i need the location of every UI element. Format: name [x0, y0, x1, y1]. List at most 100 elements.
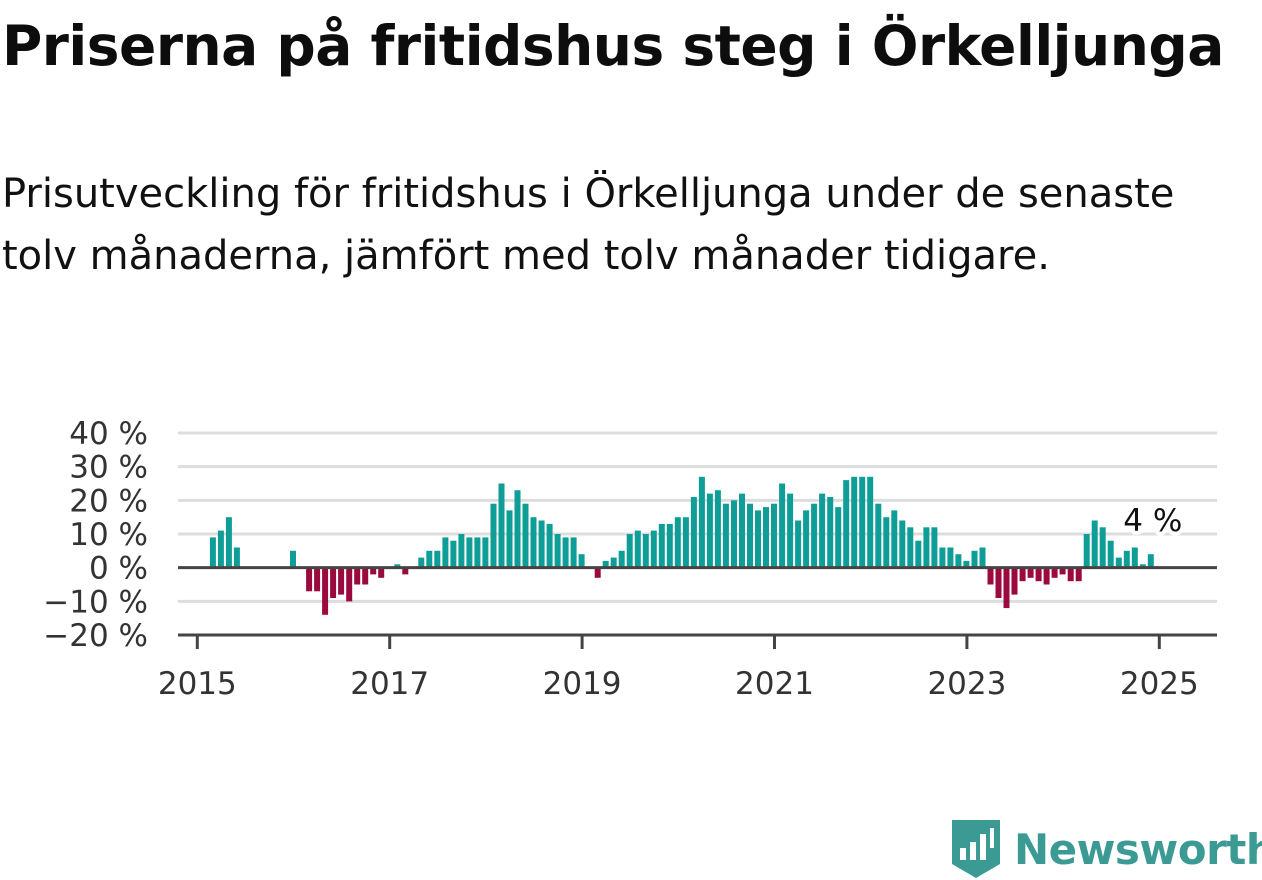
bar [682, 517, 689, 568]
bar [771, 503, 777, 568]
bar [306, 567, 313, 592]
bar [955, 554, 962, 568]
bar [225, 517, 232, 568]
bar [602, 560, 609, 568]
bar [923, 527, 930, 568]
bar [915, 540, 922, 568]
bar [1051, 567, 1058, 578]
newsworthy-logo: Newsworthy [950, 818, 1262, 880]
bar [1099, 527, 1106, 568]
chart-subtitle: Prisutveckling för fritidshus i Örkellju… [2, 171, 1175, 279]
bar [1003, 567, 1010, 609]
bar [907, 527, 914, 568]
bar [891, 510, 898, 568]
bar [362, 567, 369, 585]
bar [658, 523, 665, 568]
bar [466, 537, 473, 568]
bar [714, 490, 721, 568]
bar [963, 560, 970, 568]
bar [233, 547, 240, 568]
bar [674, 517, 681, 568]
bar [546, 523, 553, 568]
bar [458, 534, 465, 568]
bar [217, 530, 224, 568]
y-tick-label: 30 % [69, 450, 148, 486]
bar [979, 547, 986, 568]
bar [867, 476, 874, 568]
bar [690, 497, 697, 568]
bar [731, 500, 737, 568]
bar [706, 493, 713, 568]
y-tick-label: 20 % [69, 483, 148, 519]
x-tick-label: 2025 [1120, 666, 1199, 702]
bar [1139, 564, 1146, 568]
y-tick-label: 0 % [89, 551, 148, 587]
bar [1147, 554, 1154, 568]
bar [827, 497, 834, 568]
bar [530, 517, 537, 568]
y-tick-label: −20 % [43, 618, 148, 654]
bar [594, 567, 601, 578]
bar [666, 523, 673, 568]
bar [755, 510, 761, 568]
bar [354, 567, 361, 585]
bar [971, 550, 978, 568]
bar [851, 476, 858, 568]
bar [939, 547, 946, 568]
bar [1067, 567, 1074, 582]
bar [498, 483, 505, 568]
bar [482, 537, 489, 568]
bar [634, 530, 641, 568]
bar [394, 564, 401, 568]
bar [338, 567, 345, 595]
bar [490, 503, 497, 568]
bar [875, 503, 882, 568]
bar [1091, 520, 1098, 568]
bar [747, 503, 753, 568]
axes [178, 566, 1217, 649]
bar [434, 550, 441, 568]
bar [378, 567, 385, 578]
bars [209, 476, 1154, 615]
x-tick-label: 2015 [158, 666, 237, 702]
bar [931, 527, 938, 568]
bar [739, 493, 745, 568]
bar [1027, 567, 1034, 578]
bar [370, 567, 377, 575]
x-tick-label: 2021 [735, 666, 814, 702]
bar [426, 550, 433, 568]
bar [442, 537, 449, 568]
bar [763, 507, 769, 568]
chart-title: Priserna på fritidshus steg i Örkelljung… [2, 14, 1224, 78]
bar [626, 534, 633, 568]
bar [618, 550, 625, 568]
bar [522, 503, 529, 568]
bar [779, 483, 786, 568]
bar [418, 557, 425, 568]
bar [402, 567, 409, 575]
bar [883, 517, 890, 568]
bar [1115, 557, 1122, 568]
bar [1043, 567, 1050, 585]
bar [1019, 567, 1026, 582]
bar [843, 480, 850, 568]
bar [1107, 540, 1114, 568]
newsworthy-logo-icon [952, 820, 1000, 878]
bar [859, 476, 866, 568]
bar [570, 537, 577, 568]
bar [795, 520, 802, 568]
bar [610, 557, 617, 568]
bar [578, 554, 585, 568]
bar [835, 507, 842, 568]
bar [787, 493, 794, 568]
bar [562, 537, 569, 568]
bar [803, 510, 810, 568]
bar [322, 567, 329, 615]
bar [330, 567, 337, 598]
bar [1131, 547, 1138, 568]
bar [1123, 550, 1130, 568]
y-tick-label: −10 % [43, 584, 148, 620]
bar [722, 503, 729, 568]
bar [819, 493, 826, 568]
bar [1083, 534, 1090, 568]
